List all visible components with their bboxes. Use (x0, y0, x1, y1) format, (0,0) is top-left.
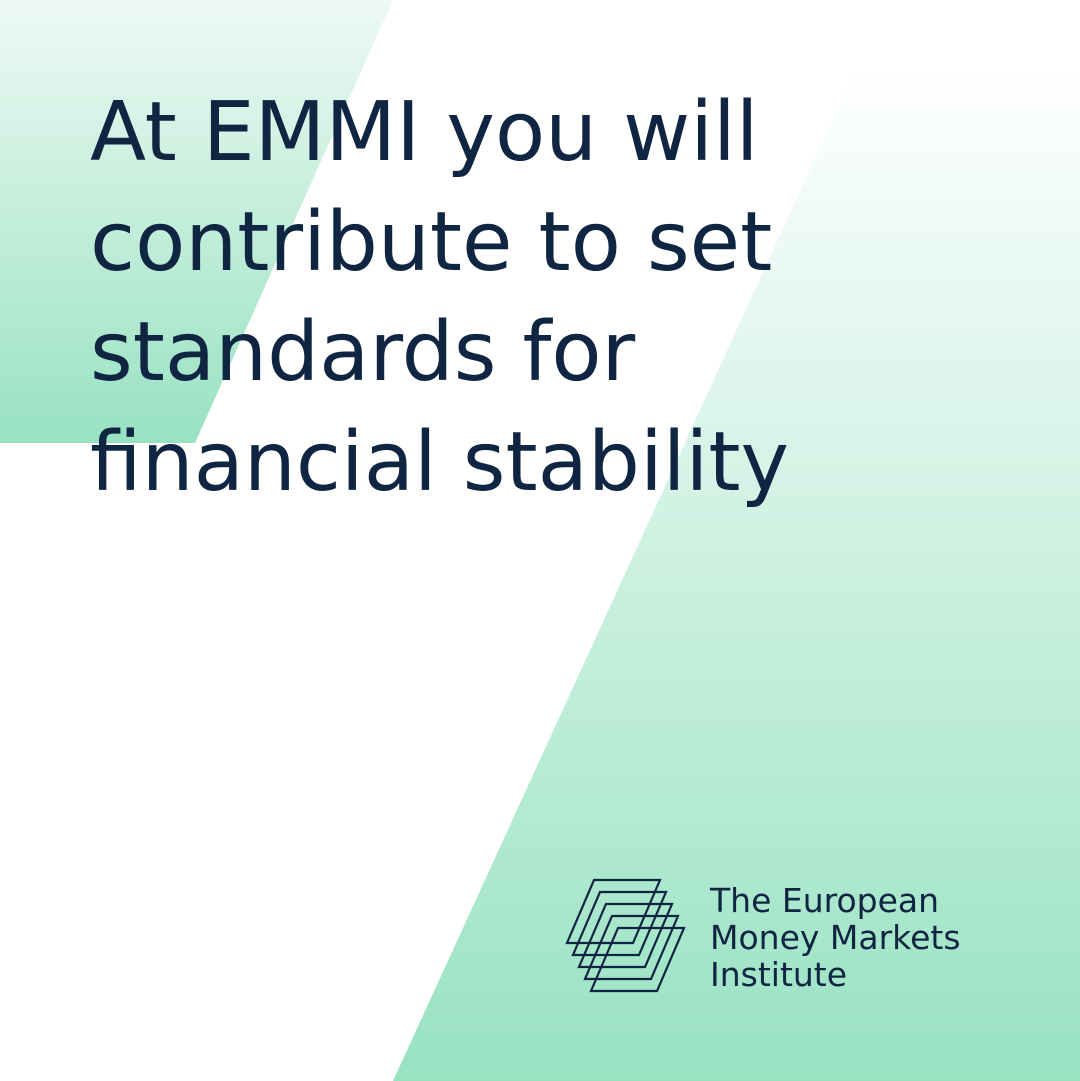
headline: At EMMI you will contribute to set stand… (90, 78, 789, 518)
top-left-green-shape (0, 0, 393, 443)
headline-line: contribute to set (90, 195, 773, 290)
right-green-shape (393, 60, 1080, 1081)
logo-line: Institute (710, 955, 848, 994)
headline-line: At EMMI you will (90, 85, 759, 180)
logo-line: Money Markets (710, 918, 961, 957)
logo-wordmark: The European Money Markets Institute (710, 882, 961, 993)
emmi-logo-icon (565, 878, 686, 993)
logo-line: The European (710, 881, 940, 920)
headline-line: financial stability (90, 415, 790, 510)
headline-line: standards for (90, 305, 636, 400)
